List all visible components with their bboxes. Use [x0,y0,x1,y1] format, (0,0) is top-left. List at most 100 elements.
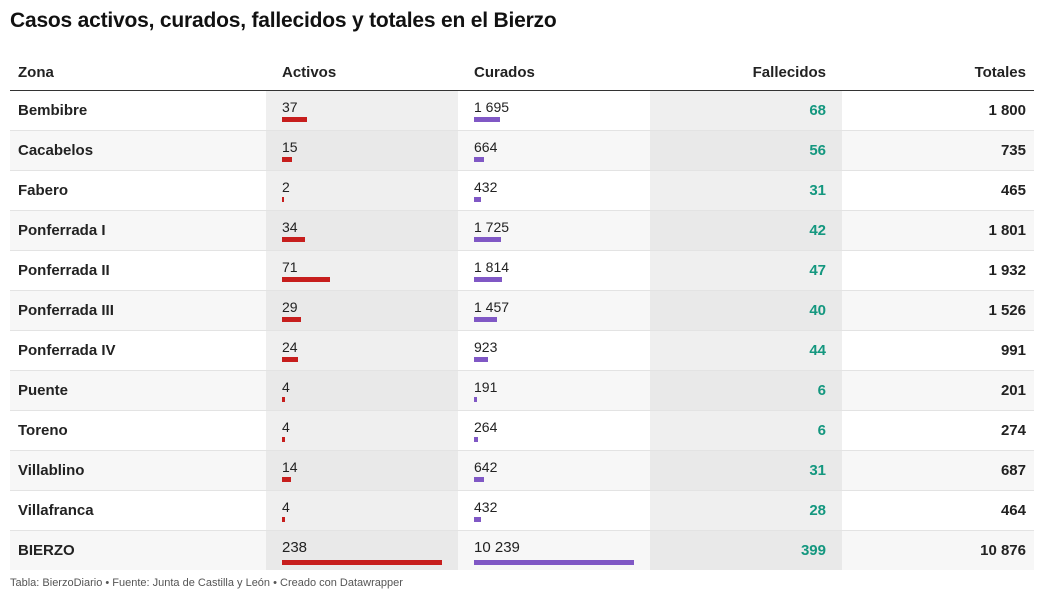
totales-value: 274 [1000,422,1026,439]
activos-column-shade [266,291,458,330]
curados-bar [474,197,481,202]
zona-cell: Ponferrada IV [18,342,116,359]
activos-bar [282,197,284,202]
curados-bar [474,117,501,122]
totales-value: 1 801 [988,222,1026,239]
table-row: BIERZO 238 10 239 399 10 876 [10,531,1034,570]
activos-column-shade [266,371,458,410]
fallecidos-column-shade [650,531,842,570]
curados-value: 191 [474,379,498,395]
activos-value: 34 [282,219,298,235]
source-footer: Tabla: BierzoDiario • Fuente: Junta de C… [10,577,403,589]
totales-value: 735 [1000,142,1026,159]
curados-value: 10 239 [474,539,520,556]
activos-bar [282,397,285,402]
activos-value: 71 [282,259,298,275]
fallecidos-column-shade [650,171,842,210]
zona-cell: Cacabelos [18,142,94,159]
table-row: Ponferrada IV 24 923 44 991 [10,331,1034,371]
chart-title: Casos activos, curados, fallecidos y tot… [10,9,557,32]
fallecidos-value: 31 [809,462,826,479]
fallecidos-value: 56 [809,142,826,159]
fallecidos-column-shade [650,491,842,530]
fallecidos-value: 31 [809,182,826,199]
fallecidos-value: 44 [809,342,826,359]
zona-cell: Villablino [18,462,85,479]
table-row: Villafranca 4 432 28 464 [10,491,1034,531]
table-row: Puente 4 191 6 201 [10,371,1034,411]
fallecidos-value: 40 [809,302,826,319]
zona-cell: Puente [18,382,69,399]
activos-column-shade [266,131,458,170]
curados-value: 1 814 [474,259,510,275]
table-row: Fabero 2 432 31 465 [10,171,1034,211]
totales-value: 1 526 [988,302,1026,319]
fallecidos-column-shade [650,131,842,170]
zona-cell: BIERZO [18,542,75,559]
totales-value: 10 876 [980,542,1026,559]
totales-value: 465 [1000,182,1026,199]
activos-column-shade [266,211,458,250]
activos-bar [282,237,305,242]
totales-value: 1 932 [988,262,1026,279]
fallecidos-column-shade [650,291,842,330]
curados-value: 664 [474,139,498,155]
activos-value: 238 [282,539,308,556]
activos-bar [282,357,299,362]
fallecidos-value: 42 [809,222,826,239]
activos-value: 14 [282,459,298,475]
totales-value: 687 [1000,462,1026,479]
totales-value: 201 [1000,382,1026,399]
activos-column-shade [266,411,458,450]
fallecidos-value: 6 [817,382,826,399]
zona-cell: Ponferrada III [18,302,114,319]
curados-value: 264 [474,419,498,435]
curados-bar [474,517,481,522]
data-table: Zona Activos Curados Fallecidos Totales … [10,54,1034,570]
fallecidos-column-shade [650,211,842,250]
activos-bar [282,517,285,522]
activos-bar [282,157,293,162]
table-row: Bembibre 37 1 695 68 1 800 [10,91,1034,131]
column-header-curados[interactable]: Curados [474,64,535,81]
activos-column-shade [266,451,458,490]
column-header-totales[interactable]: Totales [974,64,1026,81]
fallecidos-value: 399 [800,542,826,559]
fallecidos-column-shade [650,371,842,410]
activos-value: 29 [282,299,298,315]
activos-value: 4 [282,379,290,395]
curados-bar [474,277,503,282]
activos-value: 4 [282,499,290,515]
totales-value: 1 800 [988,102,1026,119]
totales-value: 991 [1000,342,1026,359]
activos-value: 24 [282,339,298,355]
activos-value: 37 [282,99,298,115]
curados-value: 642 [474,459,498,475]
table-header: Zona Activos Curados Fallecidos Totales [10,54,1034,91]
column-header-fallecidos[interactable]: Fallecidos [752,64,826,81]
fallecidos-value: 6 [817,422,826,439]
curados-value: 923 [474,339,498,355]
totales-value: 464 [1000,502,1026,519]
activos-column-shade [266,331,458,370]
activos-value: 15 [282,139,298,155]
table-row: Cacabelos 15 664 56 735 [10,131,1034,171]
activos-column-shade [266,251,458,290]
zona-cell: Toreno [18,422,68,439]
fallecidos-column-shade [650,411,842,450]
activos-bar [282,317,302,322]
curados-value: 432 [474,499,498,515]
zona-cell: Ponferrada I [18,222,106,239]
curados-bar [474,157,485,162]
curados-value: 1 695 [474,99,510,115]
activos-bar [282,477,292,482]
curados-bar [474,237,501,242]
column-header-activos[interactable]: Activos [282,64,337,81]
table-row: Toreno 4 264 6 274 [10,411,1034,451]
column-header-zona[interactable]: Zona [18,64,54,81]
activos-bar [282,437,285,442]
curados-bar [474,397,477,402]
activos-value: 2 [282,179,290,195]
activos-bar [282,560,442,565]
fallecidos-column-shade [650,251,842,290]
